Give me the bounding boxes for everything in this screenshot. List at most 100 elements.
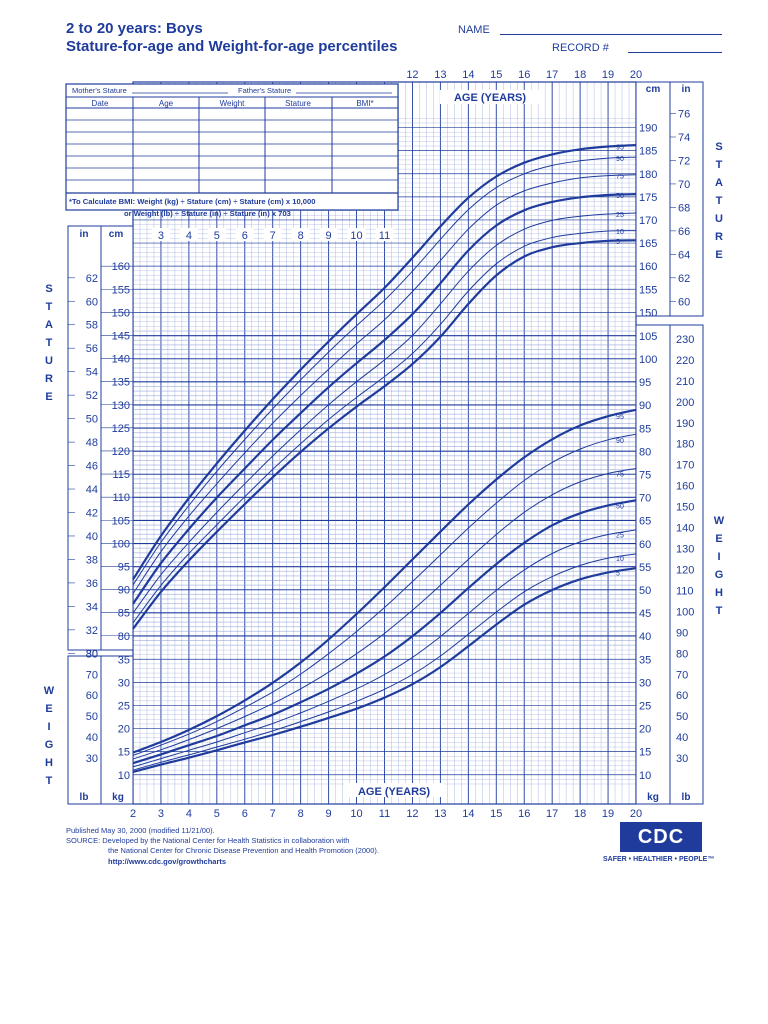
stature-percentile-label: 75 xyxy=(616,174,624,181)
stature-percentile-label: 50 xyxy=(616,193,624,200)
chart-subtitle: Stature-for-age and Weight-for-age perce… xyxy=(66,38,398,55)
weight-lb-tick-right: 40 xyxy=(676,732,688,744)
col-age: Age xyxy=(159,99,174,108)
chart-panels xyxy=(67,81,704,805)
age-tick-bottom: 17 xyxy=(546,808,558,820)
stature-cm-tick: 125 xyxy=(112,423,130,435)
stature-cm-tick-right: 165 xyxy=(639,238,657,250)
age-tick-mid: 4 xyxy=(186,230,192,242)
stature-cm-tick: 100 xyxy=(112,538,130,550)
name-field[interactable] xyxy=(500,34,722,35)
weight-kg-tick: 30 xyxy=(118,677,130,689)
bmi-note-line1: *To Calculate BMI: Weight (kg) ÷ Stature… xyxy=(69,197,315,206)
age-tick-bottom: 11 xyxy=(379,808,390,820)
record-field[interactable] xyxy=(628,52,722,53)
age-tick-bottom: 5 xyxy=(214,808,220,820)
weight-kg-tick-right: 15 xyxy=(639,747,651,759)
stature-cm-tick-right: 170 xyxy=(639,215,657,227)
weight-lb-tick-right: 70 xyxy=(676,669,688,681)
weight-kg-tick-right: 30 xyxy=(639,677,651,689)
stature-in-tick: 50 xyxy=(86,414,98,426)
weight-lb-tick-right: 80 xyxy=(676,648,688,660)
stature-in-tick-right: 68 xyxy=(678,202,690,214)
weight-curve-p25 xyxy=(132,529,637,768)
weight-lb-tick-right: 170 xyxy=(676,460,694,472)
weight-curve-p50 xyxy=(132,499,637,765)
stature-cm-tick-right: 190 xyxy=(639,123,657,135)
age-tick-bottom: 20 xyxy=(630,808,642,820)
age-tick-top: 20 xyxy=(630,69,642,81)
stature-cm-tick: 80 xyxy=(118,631,130,643)
stature-in-tick-right: 66 xyxy=(678,226,690,238)
source-url-link[interactable]: http://www.cdc.gov/growthcharts xyxy=(108,857,227,866)
age-tick-bottom: 2 xyxy=(130,808,136,820)
stature-cm-tick-right: 155 xyxy=(639,284,657,296)
age-tick-bottom: 4 xyxy=(186,808,192,820)
weight-kg-tick-right: 90 xyxy=(639,400,651,412)
age-tick-bottom: 9 xyxy=(326,808,332,820)
stature-in-tick-right: 76 xyxy=(678,109,690,121)
stature-cm-tick-right: 150 xyxy=(639,307,657,319)
stature-in-tick-right: 60 xyxy=(678,296,690,308)
weight-lb-tick-right: 230 xyxy=(676,334,694,346)
stature-in-tick: 32 xyxy=(86,625,98,637)
weight-kg-tick-right: 85 xyxy=(639,423,651,435)
published-note: Published May 30, 2000 (modified 11/21/0… xyxy=(66,826,215,835)
age-label-bottom: AGE (YEARS) xyxy=(358,786,430,798)
weight-lb-tick-right: 100 xyxy=(676,606,694,618)
weight-kg-tick-right: 75 xyxy=(639,469,651,481)
weight-lb-tick-right: 130 xyxy=(676,544,694,556)
stature-curve-p95 xyxy=(132,144,637,580)
stature-in-tick-right: 64 xyxy=(678,249,690,261)
age-tick-bottom: 8 xyxy=(298,808,304,820)
age-tick-mid: 10 xyxy=(350,230,362,242)
stature-in-tick-right: 70 xyxy=(678,179,690,191)
stature-in-tick: 52 xyxy=(86,390,98,402)
chart-title: 2 to 20 years: Boys xyxy=(66,20,203,37)
weight-lb-tick-right: 140 xyxy=(676,523,694,535)
stature-cm-tick: 140 xyxy=(112,354,130,366)
stature-cm-tick: 160 xyxy=(112,261,130,273)
stature-in-tick-right: 72 xyxy=(678,155,690,167)
stature-curve-p5 xyxy=(132,239,637,630)
stature-in-tick: 40 xyxy=(86,531,98,543)
stature-cm-tick: 135 xyxy=(112,377,130,389)
weight-kg-tick-right: 65 xyxy=(639,516,651,528)
weight-curve-p95 xyxy=(132,408,637,754)
col-date: Date xyxy=(92,99,109,108)
stature-curve-p50 xyxy=(132,193,637,605)
col-bmi: BMI* xyxy=(356,99,373,108)
weight-curve-p75 xyxy=(132,468,637,760)
stature-in-tick: 44 xyxy=(86,484,98,496)
age-tick-bottom: 6 xyxy=(242,808,248,820)
weight-kg-tick: 25 xyxy=(118,700,130,712)
stature-in-tick: 48 xyxy=(86,437,98,449)
stature-cm-tick-right: 180 xyxy=(639,169,657,181)
weight-curve-p5 xyxy=(132,567,637,774)
age-tick-bottom: 18 xyxy=(574,808,586,820)
weight-lb-tick-right: 60 xyxy=(676,690,688,702)
age-tick-bottom: 7 xyxy=(270,808,276,820)
age-tick-bottom: 10 xyxy=(350,808,362,820)
axis-titles: AGE (YEARS) AGE (YEARS) in cm cm in lb k… xyxy=(80,84,691,803)
stature-percentile-label: 90 xyxy=(616,156,624,163)
record-label: RECORD # xyxy=(552,42,609,54)
weight-lb-tick: 70 xyxy=(86,669,98,681)
age-tick-bottom: 3 xyxy=(158,808,164,820)
age-tick-bottom: 19 xyxy=(602,808,614,820)
stature-cm-tick: 85 xyxy=(118,608,130,620)
weight-lb-tick-right: 220 xyxy=(676,355,694,367)
unit-kg-right: kg xyxy=(647,792,659,803)
cdc-tagline: SAFER • HEALTHIER • PEOPLE™ xyxy=(603,856,715,863)
stature-cm-tick: 120 xyxy=(112,446,130,458)
weight-percentile-label: 25 xyxy=(616,533,624,540)
weight-kg-tick-right: 80 xyxy=(639,446,651,458)
age-tick-mid: 8 xyxy=(298,230,304,242)
weight-lb-tick: 80 xyxy=(86,648,98,660)
age-tick-mid: 6 xyxy=(242,230,248,242)
